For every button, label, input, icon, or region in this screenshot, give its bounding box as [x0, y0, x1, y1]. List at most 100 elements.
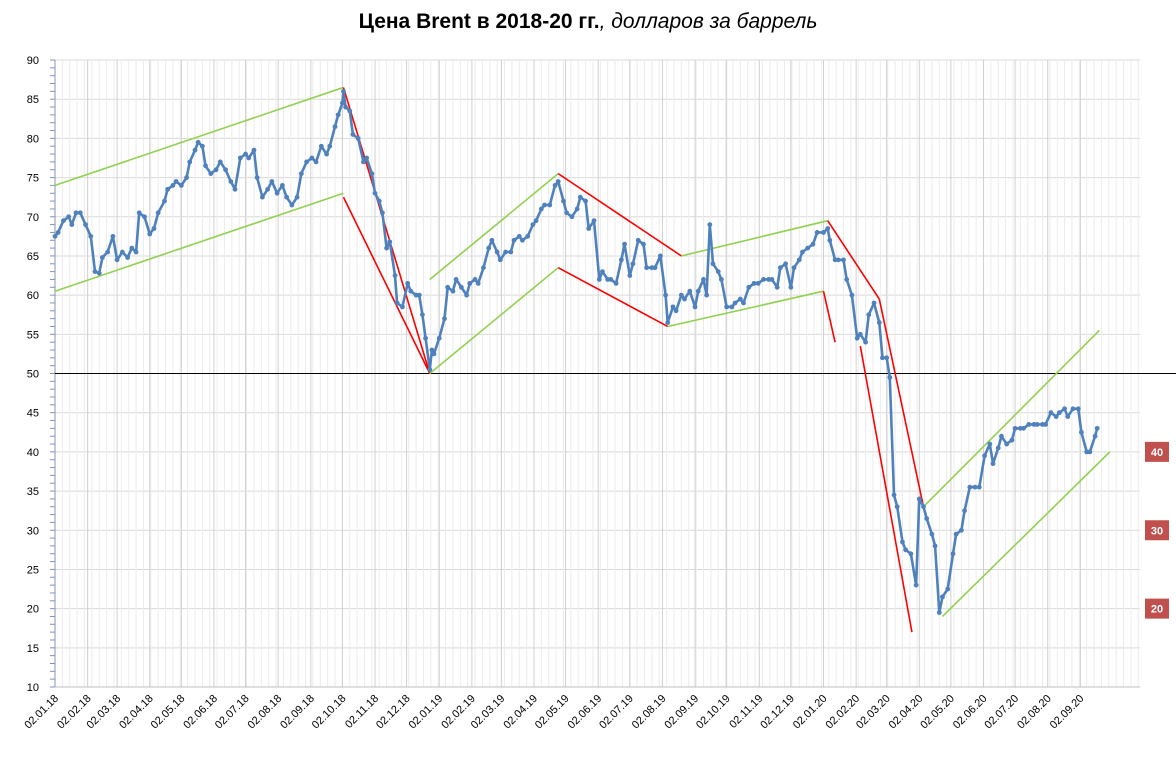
price-point: [701, 277, 706, 282]
price-point: [600, 269, 605, 275]
price-point: [929, 531, 935, 537]
price-point: [724, 304, 730, 310]
trend-line: [342, 196, 431, 374]
price-series: [52, 88, 1100, 615]
price-point: [1048, 410, 1054, 416]
price-point: [481, 265, 486, 271]
price-point: [857, 331, 863, 337]
price-point: [976, 484, 982, 490]
x-tick-label: 02.10.19: [694, 693, 733, 732]
price-point: [761, 277, 766, 282]
price-point: [894, 504, 900, 510]
price-point: [586, 226, 592, 231]
trend-line: [827, 220, 880, 300]
price-point: [791, 265, 797, 271]
price-point: [1070, 406, 1076, 412]
price-point: [486, 245, 492, 251]
price-point: [55, 230, 61, 235]
price-point: [361, 159, 366, 165]
price-point: [687, 288, 693, 294]
y-tick-label: 45: [27, 408, 39, 420]
x-tick-label: 02.12.19: [758, 693, 797, 732]
price-point: [259, 194, 265, 200]
price-point: [387, 239, 393, 245]
price-point: [508, 249, 514, 255]
price-point: [849, 292, 855, 298]
price-point: [657, 253, 663, 259]
level-badge-label: 30: [1151, 525, 1163, 537]
price-point: [347, 108, 353, 114]
price-point: [384, 245, 390, 251]
price-point: [284, 194, 290, 200]
price-point: [692, 304, 698, 310]
price-point: [533, 218, 539, 224]
price-point: [884, 355, 890, 361]
price-point: [99, 255, 105, 260]
price-point: [313, 159, 319, 165]
price-point: [427, 367, 433, 372]
price-point: [274, 190, 280, 196]
price-point: [871, 300, 877, 306]
price-point: [1092, 433, 1098, 439]
x-tick-label: 02.05.18: [149, 693, 188, 732]
trend-line: [54, 192, 344, 292]
price-point: [339, 100, 345, 106]
price-point: [1009, 437, 1015, 443]
price-point: [251, 147, 257, 153]
price-point: [105, 249, 111, 255]
price-point: [821, 230, 826, 235]
trend-line: [342, 87, 431, 374]
price-point: [863, 339, 869, 345]
x-tick-label: 02.01.18: [22, 693, 61, 732]
price-point: [442, 316, 447, 322]
price-point: [450, 288, 456, 294]
price-point: [431, 351, 437, 357]
price-point: [887, 375, 893, 380]
price-point: [891, 492, 897, 498]
price-point: [783, 261, 788, 267]
price-point: [203, 163, 208, 169]
chart-title-main: Цена Brent в 2018-20 гг.: [358, 10, 600, 33]
price-point: [223, 167, 228, 173]
price-point: [494, 249, 500, 255]
price-point: [332, 124, 338, 130]
price-point: [574, 206, 580, 212]
price-point: [269, 179, 275, 184]
price-point: [445, 284, 451, 290]
price-point: [77, 210, 83, 216]
y-tick-label: 85: [27, 94, 39, 106]
price-point: [530, 222, 536, 227]
price-line: [53, 90, 1099, 614]
price-point: [1026, 422, 1032, 427]
chart-title: Цена Brent в 2018-20 гг., долларов за ба…: [0, 10, 1176, 34]
y-tick-label: 65: [27, 251, 39, 263]
price-point: [583, 198, 588, 204]
price-point: [627, 273, 633, 278]
price-point: [165, 186, 171, 192]
price-point: [232, 186, 238, 192]
price-point: [1021, 425, 1026, 431]
price-point: [854, 335, 860, 341]
x-tick-label: 02.07.18: [213, 693, 252, 732]
price-point: [61, 218, 66, 224]
price-point: [304, 159, 310, 165]
price-point: [147, 231, 153, 237]
price-point: [704, 292, 710, 298]
price-point: [678, 292, 684, 298]
price-point: [170, 183, 176, 188]
x-tick-label: 02.09.20: [1048, 693, 1087, 732]
price-point: [472, 277, 478, 282]
level-badge-label: 40: [1151, 447, 1163, 459]
price-point: [436, 335, 442, 341]
price-point: [608, 277, 614, 282]
y-tick-label: 30: [27, 525, 39, 537]
price-point: [279, 183, 285, 188]
price-point: [208, 171, 214, 177]
price-point: [715, 269, 721, 275]
price-point: [243, 151, 248, 157]
price-point: [184, 175, 189, 180]
price-point: [155, 210, 161, 216]
level-badge-label: 20: [1151, 604, 1163, 616]
y-tick-label: 25: [27, 564, 39, 576]
trend-line: [557, 172, 682, 257]
